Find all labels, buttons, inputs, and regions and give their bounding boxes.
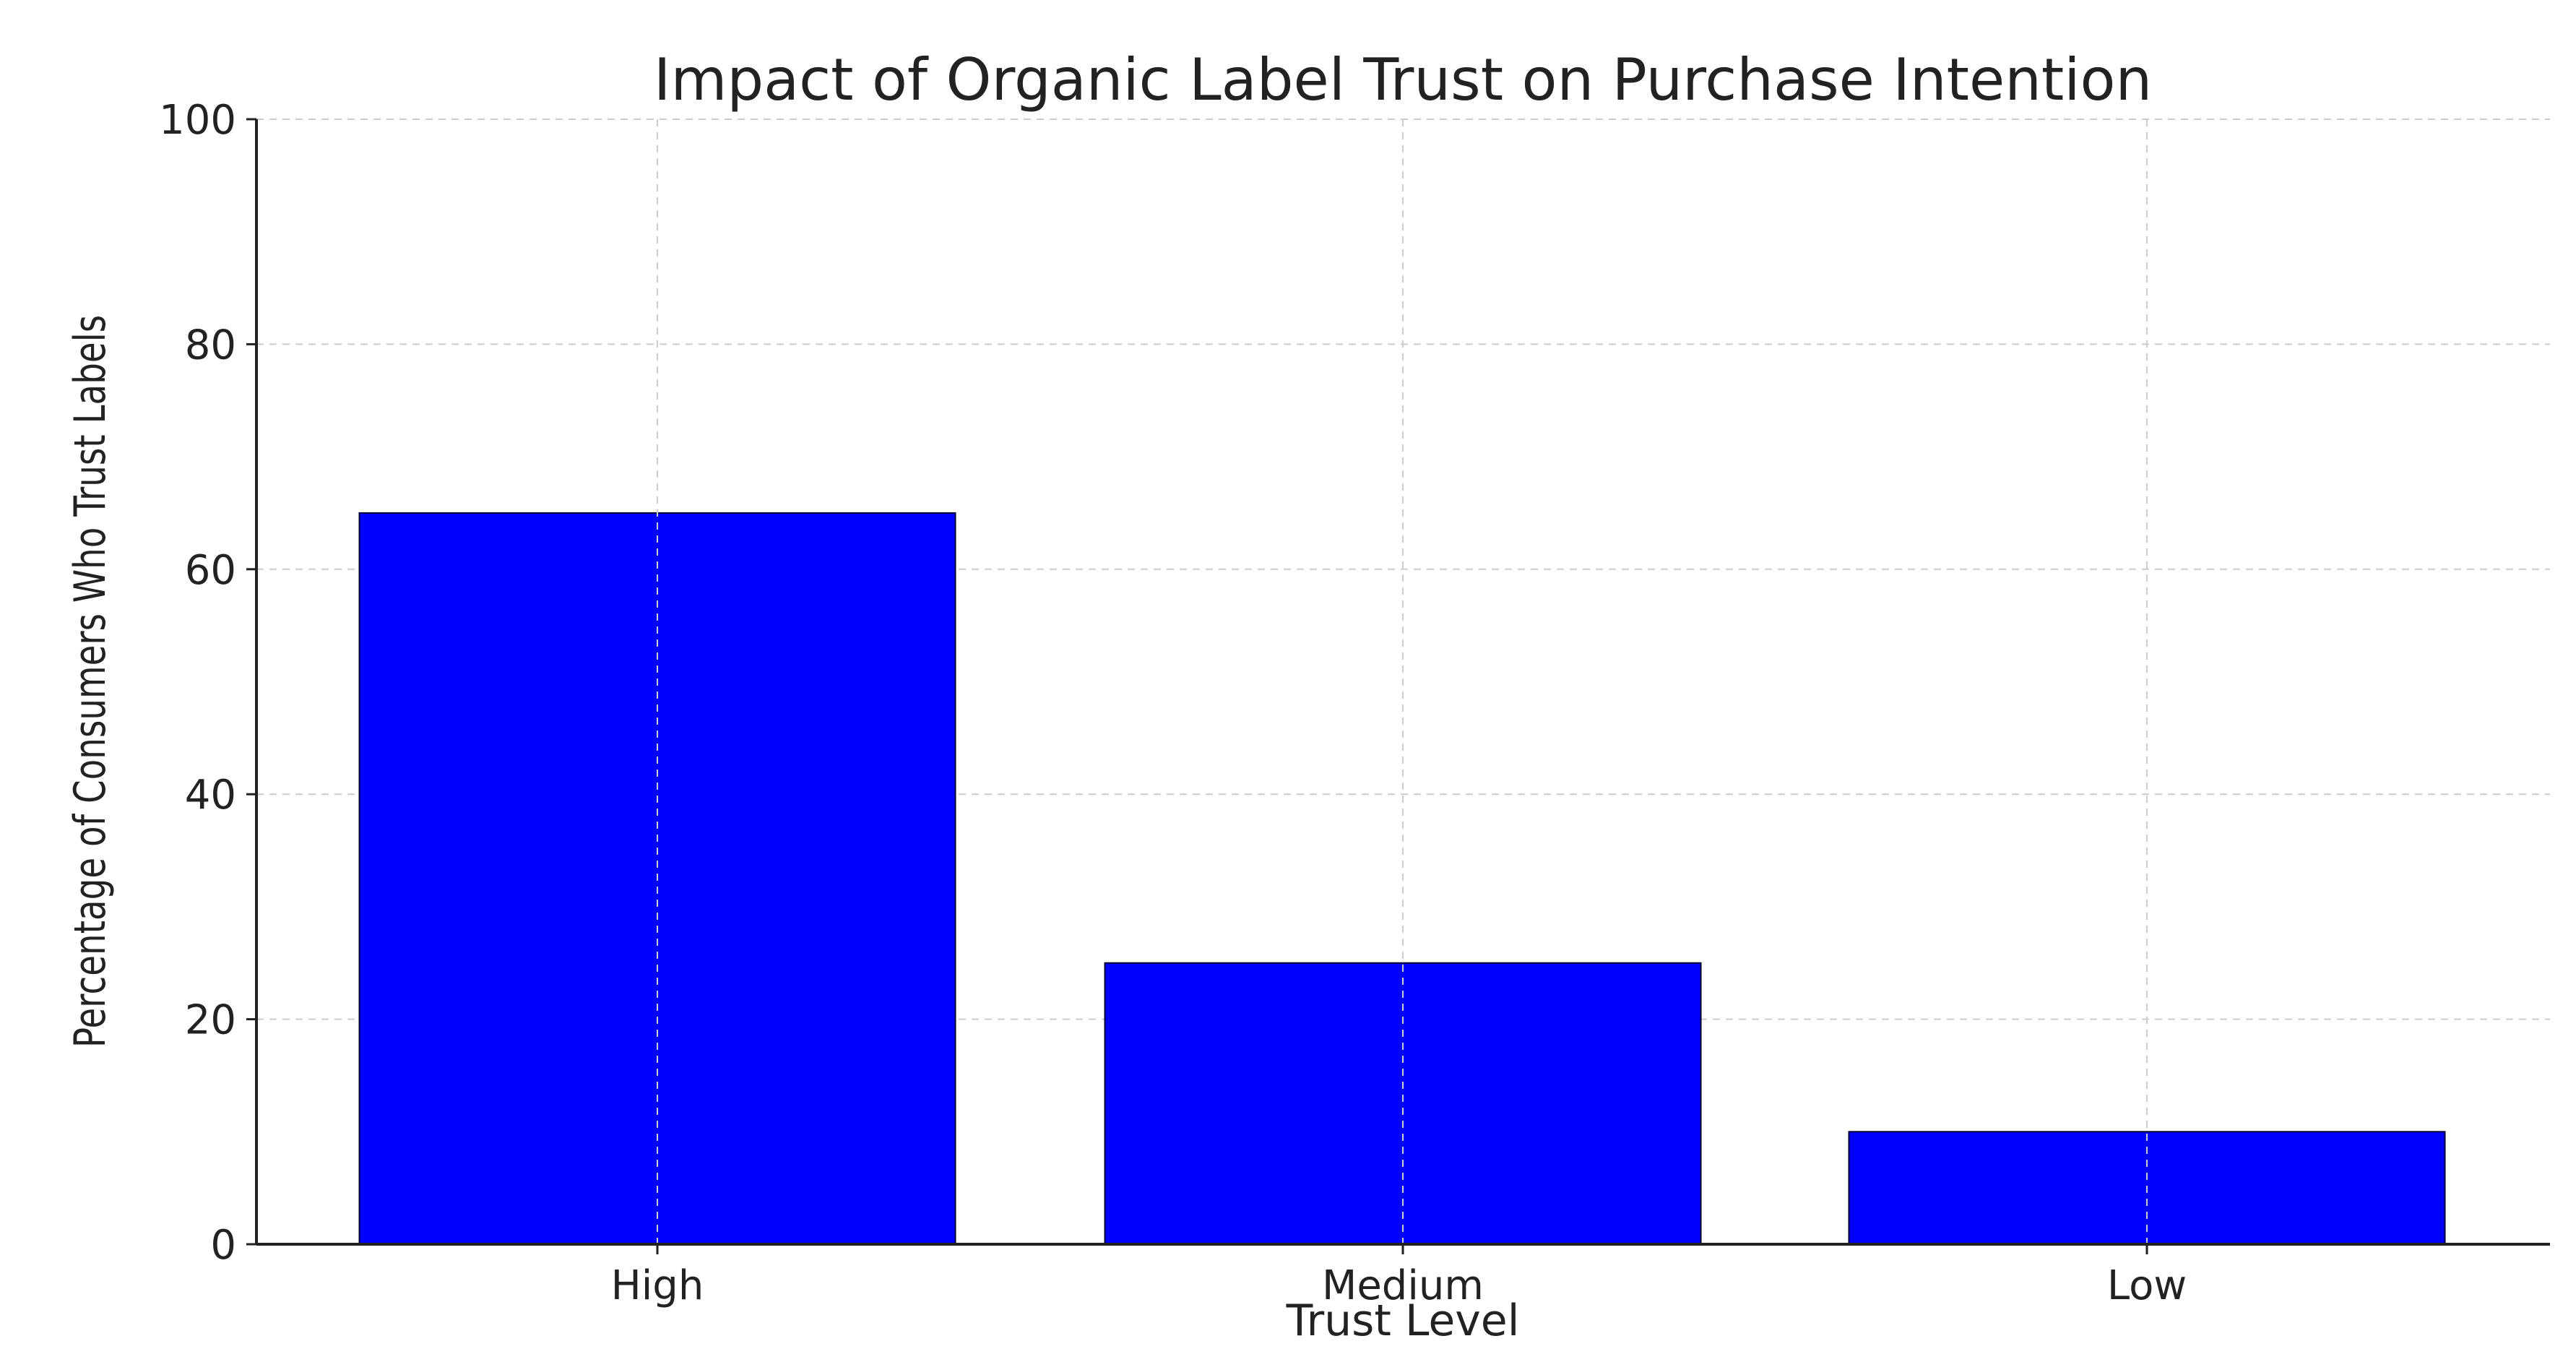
- y-tick-label: 80: [185, 322, 236, 368]
- y-tick-label: 20: [185, 997, 236, 1044]
- y-tick-label: 60: [185, 547, 236, 594]
- y-tick-label: 100: [159, 97, 236, 144]
- y-axis-label: Percentage of Consumers Who Trust Labels: [64, 315, 115, 1048]
- y-tick-layer: 0 20 40 60 80 100: [159, 97, 256, 1269]
- x-tick-label: Low: [2107, 1262, 2187, 1309]
- x-tick-label: Medium: [1322, 1262, 1484, 1309]
- y-tick-label: 40: [185, 772, 236, 819]
- y-tick-label: 0: [210, 1222, 236, 1269]
- chart-title: Impact of Organic Label Trust on Purchas…: [654, 46, 2152, 113]
- x-axis-label: Trust Level: [1286, 1296, 1520, 1346]
- x-tick-label: High: [611, 1262, 704, 1309]
- x-tick-layer: High Medium Low: [611, 1244, 2187, 1309]
- vertical-grid-layer: [657, 119, 2148, 1244]
